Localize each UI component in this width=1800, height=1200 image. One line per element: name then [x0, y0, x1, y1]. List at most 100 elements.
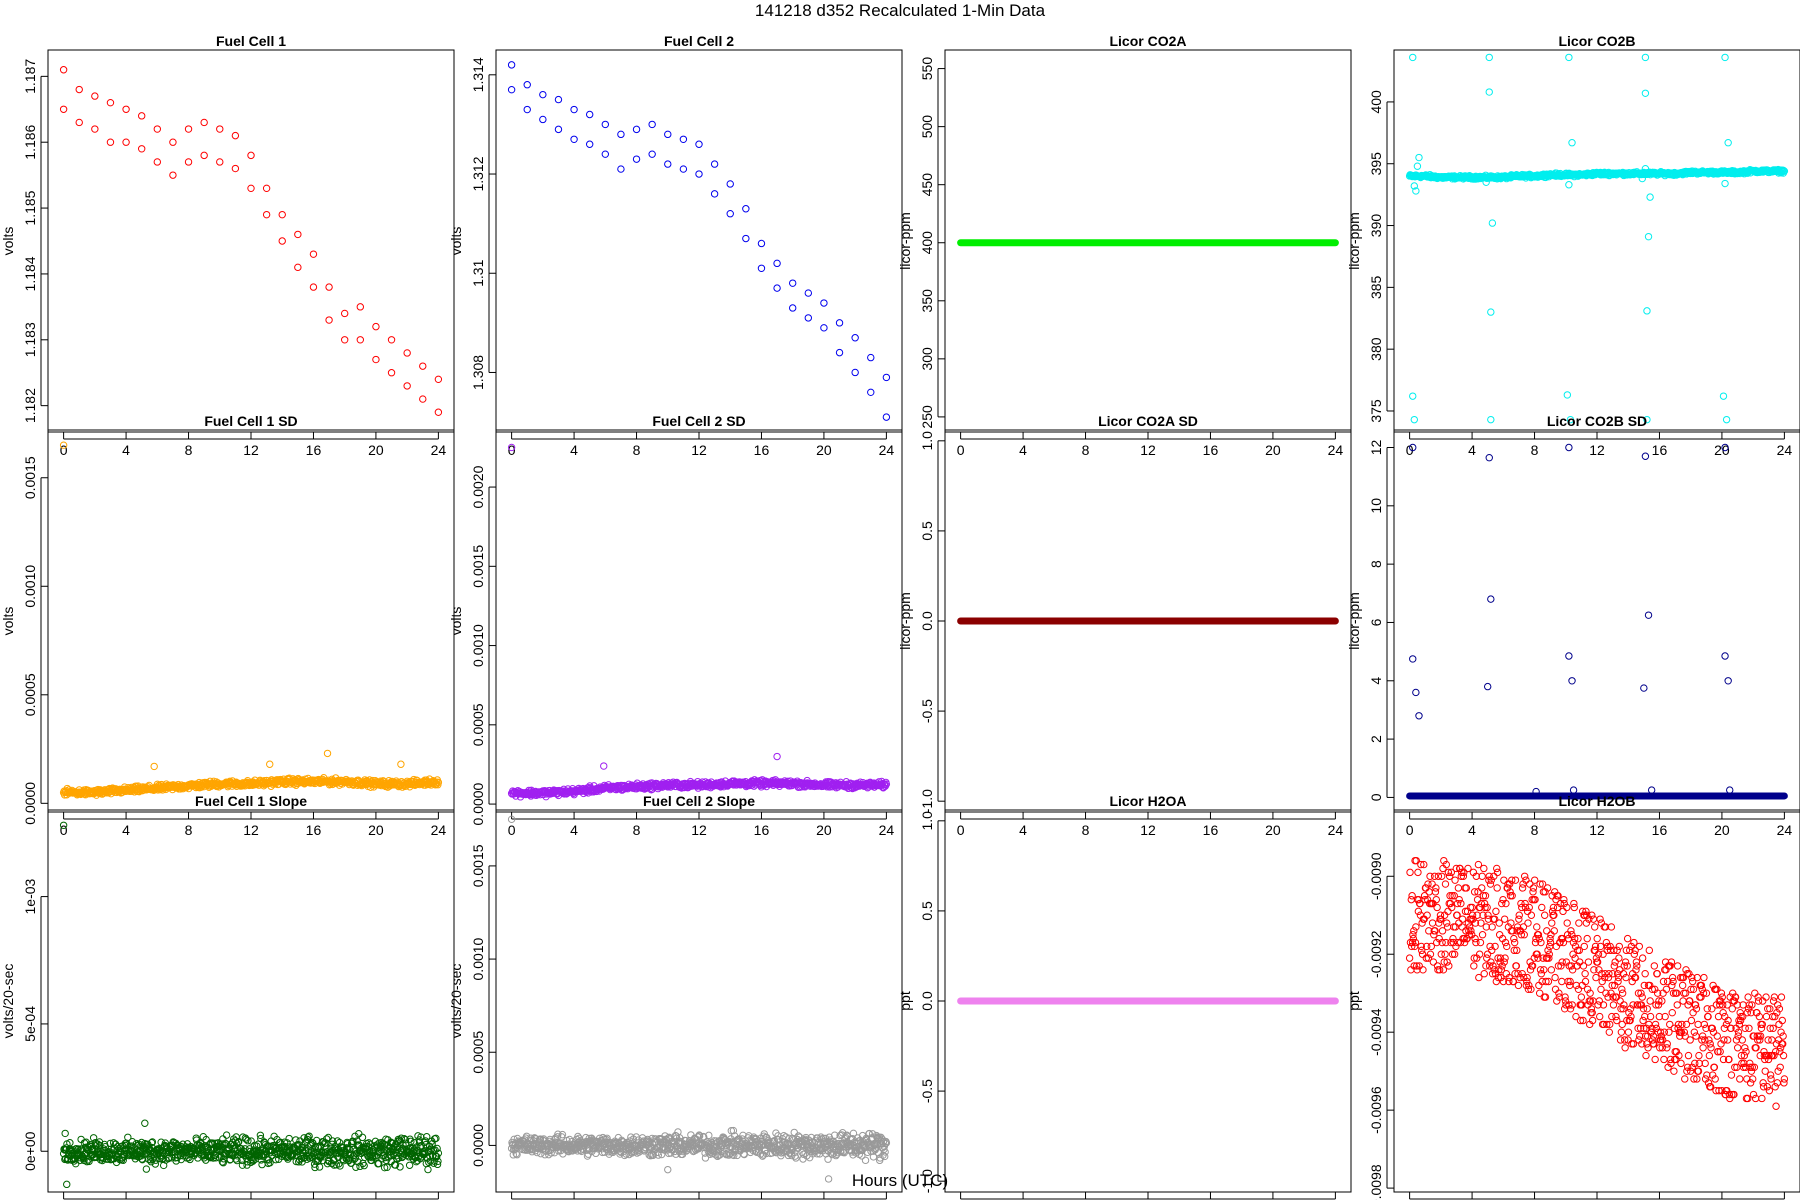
- data-point: [1558, 977, 1566, 986]
- data-point: [1608, 1012, 1616, 1021]
- data-point: [365, 1139, 373, 1147]
- x-tick-label: 0: [60, 442, 68, 458]
- data-point: [1522, 876, 1530, 884]
- data-point: [1418, 946, 1426, 955]
- data-point: [1537, 970, 1546, 978]
- plot-frame: [495, 809, 903, 1193]
- data-point: [1721, 443, 1729, 452]
- data-point: [1601, 973, 1609, 982]
- data-point: [1458, 923, 1466, 931]
- data-point: [1505, 973, 1513, 982]
- data-point: [1570, 899, 1578, 908]
- x-tick-label: 12: [1589, 822, 1605, 838]
- data-point: [142, 1165, 151, 1173]
- data-point: [1596, 942, 1605, 951]
- data-point: [1426, 872, 1434, 880]
- data-point: [1438, 938, 1446, 947]
- data-point: [1407, 942, 1416, 951]
- data-point: [350, 1151, 359, 1159]
- data-point: [350, 1155, 358, 1164]
- data-point: [785, 1134, 793, 1143]
- data-point: [1646, 193, 1654, 201]
- data-point: [1543, 884, 1552, 892]
- data-point: [1457, 899, 1465, 908]
- plot-frame: [495, 49, 903, 433]
- data-point: [867, 388, 875, 397]
- data-point: [199, 1147, 207, 1155]
- data-points: [59, 66, 443, 416]
- data-point: [1523, 907, 1532, 916]
- plot-frame: [1393, 429, 1800, 813]
- data-point: [340, 336, 349, 344]
- data-point: [554, 1130, 562, 1138]
- data-point: [820, 324, 828, 332]
- x-tick-label: 16: [306, 822, 322, 838]
- data-point: [523, 105, 531, 114]
- data-point: [1477, 899, 1486, 908]
- data-point: [513, 1151, 521, 1159]
- data-point: [77, 1145, 86, 1154]
- data-point: [1409, 443, 1417, 452]
- y-axis-label: volts/20-sec: [448, 964, 464, 1039]
- data-point: [1563, 919, 1571, 927]
- data-point: [882, 780, 891, 788]
- data-point: [882, 413, 891, 421]
- data-point: [1423, 942, 1431, 951]
- data-point: [1568, 677, 1576, 685]
- data-point: [1538, 903, 1546, 912]
- y-tick-label: 390: [1368, 214, 1384, 238]
- data-point: [1516, 973, 1524, 982]
- data-point: [533, 1148, 541, 1157]
- x-tick-label: 12: [1589, 442, 1605, 458]
- data-point: [1569, 786, 1578, 794]
- data-point: [1575, 919, 1583, 927]
- data-point: [1481, 892, 1490, 900]
- data-point: [1561, 993, 1569, 1001]
- data-point: [1463, 934, 1471, 943]
- data-point: [1430, 931, 1438, 939]
- data-point: [1596, 1012, 1604, 1021]
- x-tick-label: 16: [754, 822, 770, 838]
- data-point: [137, 112, 146, 120]
- data-point: [585, 140, 594, 148]
- y-tick-label: -0.0096: [1368, 1086, 1384, 1134]
- data-point: [1480, 864, 1488, 873]
- data-point: [1508, 927, 1517, 935]
- x-tick-label: 24: [431, 442, 447, 458]
- data-point: [59, 66, 68, 74]
- data-point: [679, 135, 688, 143]
- data-point: [1503, 884, 1512, 892]
- data-point: [1479, 892, 1488, 900]
- data-point: [360, 1161, 368, 1170]
- data-point: [742, 205, 750, 213]
- x-tick-label: 20: [368, 822, 384, 838]
- data-point: [1448, 892, 1456, 900]
- data-points: [1405, 53, 1789, 424]
- data-point: [1574, 934, 1582, 943]
- data-point: [1433, 903, 1441, 912]
- data-point: [695, 1132, 704, 1140]
- data-point: [323, 749, 332, 758]
- y-tick-label: 1.0: [919, 431, 935, 451]
- data-point: [1567, 962, 1576, 970]
- data-point: [1405, 954, 1414, 962]
- data-point: [1508, 892, 1516, 900]
- data-point: [1412, 688, 1420, 697]
- data-point: [1492, 977, 1501, 986]
- data-point: [1493, 864, 1501, 873]
- data-point: [1484, 911, 1492, 919]
- data-point: [1472, 938, 1480, 947]
- x-tick-label: 4: [122, 442, 130, 458]
- y-tick-label: 1.312: [470, 156, 486, 191]
- y-tick-label: -0.0090: [1368, 852, 1384, 900]
- data-point: [1411, 938, 1420, 947]
- data-point: [507, 443, 516, 452]
- data-point: [66, 1139, 74, 1147]
- data-point: [1488, 970, 1497, 978]
- data-point: [147, 1139, 156, 1147]
- data-point: [216, 158, 224, 166]
- data-point: [1641, 452, 1650, 460]
- data-point: [433, 1152, 441, 1161]
- y-tick-label: 5e-04: [22, 1006, 38, 1042]
- data-point: [397, 760, 405, 768]
